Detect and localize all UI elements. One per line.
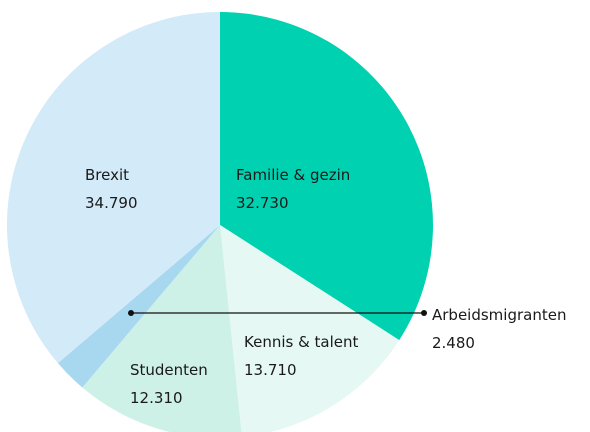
slice-value: 2.480 <box>432 334 475 352</box>
pie-slice <box>220 12 433 341</box>
slice-label: Arbeidsmigranten <box>432 306 566 324</box>
slice-value: 12.310 <box>130 389 183 407</box>
pie-slice <box>220 225 400 432</box>
leader-dot <box>421 310 427 316</box>
pie-slice <box>57 225 220 388</box>
leader-dot <box>128 310 134 316</box>
pie-slice <box>6 12 221 364</box>
slice-label: Brexit <box>85 166 129 184</box>
slice-label: Familie & gezin <box>236 166 350 184</box>
slice-label: Kennis & talent <box>244 333 359 351</box>
slice-label: Studenten <box>130 361 208 379</box>
slice-value: 13.710 <box>244 361 297 379</box>
slice-value: 34.790 <box>85 194 138 212</box>
slice-value: 32.730 <box>236 194 289 212</box>
pie-slice <box>82 225 242 432</box>
